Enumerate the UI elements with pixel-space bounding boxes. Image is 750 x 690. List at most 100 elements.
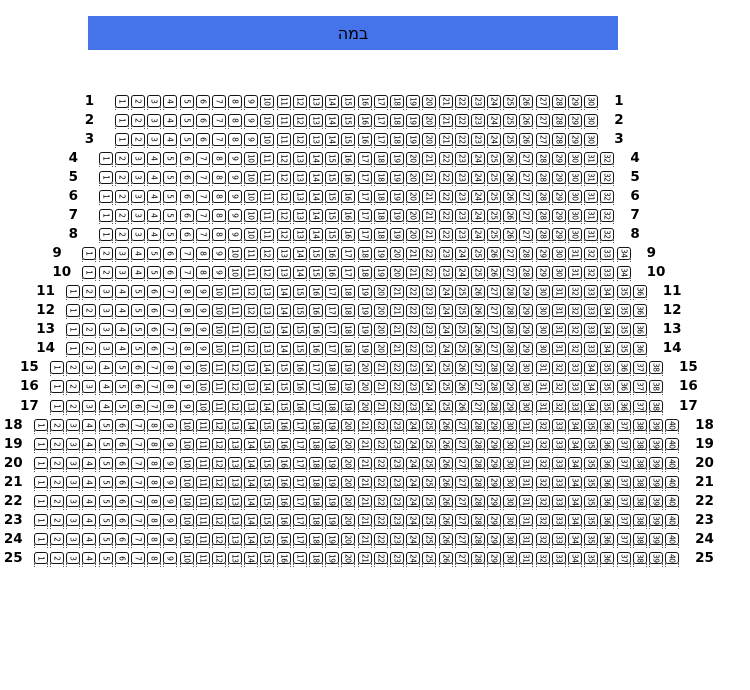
seat[interactable]: 22: [438, 171, 453, 186]
seat[interactable]: 23: [454, 228, 469, 243]
seat[interactable]: 23: [422, 304, 437, 319]
seat[interactable]: 30: [568, 209, 583, 224]
seat[interactable]: 7: [179, 266, 194, 281]
seat[interactable]: 31: [519, 551, 534, 567]
seat[interactable]: 22: [454, 133, 469, 148]
seat[interactable]: 20: [373, 342, 388, 357]
seat[interactable]: 26: [470, 342, 485, 357]
seat[interactable]: 13: [292, 171, 307, 186]
seat[interactable]: 24: [406, 418, 421, 433]
seat[interactable]: 15: [260, 513, 275, 529]
seat[interactable]: 7: [130, 494, 145, 510]
seat[interactable]: 26: [454, 361, 469, 376]
seat[interactable]: 24: [406, 475, 421, 491]
seat[interactable]: 25: [438, 361, 453, 376]
seat[interactable]: 38: [632, 532, 647, 548]
seat[interactable]: 9: [179, 361, 194, 376]
seat[interactable]: 16: [357, 95, 372, 110]
seat[interactable]: 17: [357, 209, 372, 224]
seat[interactable]: 29: [503, 380, 518, 395]
seat[interactable]: 22: [373, 551, 388, 567]
seat[interactable]: 30: [503, 513, 518, 529]
seat[interactable]: 8: [179, 285, 194, 300]
seat[interactable]: 36: [600, 475, 615, 491]
seat[interactable]: 15: [292, 323, 307, 338]
seat[interactable]: 35: [584, 551, 599, 567]
seat[interactable]: 38: [632, 456, 647, 472]
seat[interactable]: 12: [211, 513, 226, 529]
seat[interactable]: 33: [551, 437, 566, 452]
seat[interactable]: 18: [373, 209, 388, 224]
seat[interactable]: 9: [244, 114, 259, 129]
seat[interactable]: 17: [292, 494, 307, 510]
seat[interactable]: 27: [454, 551, 469, 567]
seat[interactable]: 11: [228, 285, 243, 300]
seat[interactable]: 11: [195, 494, 210, 510]
seat[interactable]: 25: [503, 114, 518, 129]
seat[interactable]: 9: [244, 133, 259, 148]
seat[interactable]: 26: [438, 475, 453, 491]
seat[interactable]: 21: [357, 532, 372, 548]
seat[interactable]: 3: [98, 285, 113, 300]
seat[interactable]: 29: [487, 494, 502, 510]
seat[interactable]: 18: [341, 323, 356, 338]
seat[interactable]: 30: [535, 342, 550, 357]
seat[interactable]: 29: [551, 228, 566, 243]
seat[interactable]: 40: [665, 513, 680, 529]
seat[interactable]: 13: [228, 456, 243, 472]
seat[interactable]: 26: [470, 304, 485, 319]
seat[interactable]: 25: [422, 456, 437, 472]
seat[interactable]: 32: [535, 532, 550, 548]
seat[interactable]: 18: [309, 532, 324, 548]
seat[interactable]: 16: [341, 228, 356, 243]
seat[interactable]: 1: [98, 209, 113, 224]
seat[interactable]: 14: [244, 475, 259, 491]
seat[interactable]: 31: [535, 380, 550, 395]
seat[interactable]: 24: [470, 171, 485, 186]
seat[interactable]: 31: [584, 152, 599, 167]
seat[interactable]: 19: [325, 532, 340, 548]
seat[interactable]: 21: [357, 494, 372, 510]
seat[interactable]: 4: [114, 285, 129, 300]
seat[interactable]: 17: [357, 228, 372, 243]
seat[interactable]: 7: [130, 437, 145, 452]
seat[interactable]: 4: [82, 456, 97, 472]
seat[interactable]: 23: [422, 285, 437, 300]
seat[interactable]: 15: [325, 152, 340, 167]
seat[interactable]: 1: [114, 133, 129, 148]
seat[interactable]: 2: [66, 380, 81, 395]
seat[interactable]: 7: [130, 513, 145, 529]
seat[interactable]: 18: [341, 304, 356, 319]
seat[interactable]: 23: [470, 133, 485, 148]
seat[interactable]: 28: [470, 551, 485, 567]
seat[interactable]: 27: [454, 532, 469, 548]
seat[interactable]: 20: [389, 247, 404, 262]
seat[interactable]: 29: [535, 266, 550, 281]
seat[interactable]: 10: [195, 380, 210, 395]
seat[interactable]: 37: [616, 475, 631, 491]
seat[interactable]: 34: [584, 361, 599, 376]
seat[interactable]: 15: [292, 285, 307, 300]
seat[interactable]: 32: [568, 342, 583, 357]
seat[interactable]: 20: [373, 285, 388, 300]
seat[interactable]: 7: [163, 304, 178, 319]
seat[interactable]: 28: [487, 361, 502, 376]
seat[interactable]: 9: [211, 266, 226, 281]
seat[interactable]: 27: [535, 133, 550, 148]
seat[interactable]: 21: [357, 475, 372, 491]
seat[interactable]: 27: [519, 171, 534, 186]
seat[interactable]: 36: [632, 323, 647, 338]
seat[interactable]: 16: [276, 532, 291, 548]
seat[interactable]: 14: [309, 209, 324, 224]
seat[interactable]: 33: [584, 285, 599, 300]
seat[interactable]: 16: [357, 133, 372, 148]
seat[interactable]: 21: [357, 551, 372, 567]
seat[interactable]: 4: [82, 418, 97, 433]
seat[interactable]: 28: [519, 247, 534, 262]
seat[interactable]: 24: [487, 114, 502, 129]
seat[interactable]: 13: [228, 437, 243, 452]
seat[interactable]: 11: [195, 513, 210, 529]
seat[interactable]: 29: [503, 361, 518, 376]
seat[interactable]: 1: [98, 228, 113, 243]
seat[interactable]: 36: [632, 342, 647, 357]
